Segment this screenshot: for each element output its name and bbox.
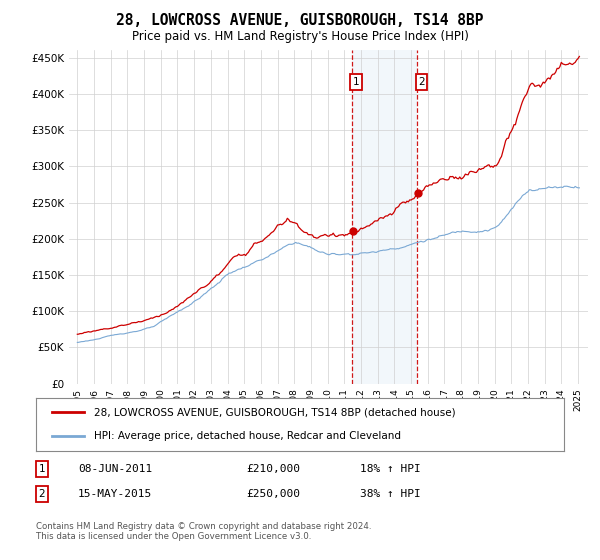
Text: £210,000: £210,000	[246, 464, 300, 474]
Text: 2: 2	[418, 77, 425, 87]
Text: 38% ↑ HPI: 38% ↑ HPI	[360, 489, 421, 499]
Text: 28, LOWCROSS AVENUE, GUISBOROUGH, TS14 8BP: 28, LOWCROSS AVENUE, GUISBOROUGH, TS14 8…	[116, 13, 484, 29]
Text: Price paid vs. HM Land Registry's House Price Index (HPI): Price paid vs. HM Land Registry's House …	[131, 30, 469, 43]
Text: 1: 1	[353, 77, 359, 87]
Text: 1: 1	[38, 464, 46, 474]
Text: £250,000: £250,000	[246, 489, 300, 499]
Text: 15-MAY-2015: 15-MAY-2015	[78, 489, 152, 499]
Text: 2: 2	[38, 489, 46, 499]
Bar	[352, 50, 417, 384]
Text: 18% ↑ HPI: 18% ↑ HPI	[360, 464, 421, 474]
Text: HPI: Average price, detached house, Redcar and Cleveland: HPI: Average price, detached house, Redc…	[94, 431, 401, 441]
Text: 28, LOWCROSS AVENUE, GUISBOROUGH, TS14 8BP (detached house): 28, LOWCROSS AVENUE, GUISBOROUGH, TS14 8…	[94, 408, 456, 418]
Text: Contains HM Land Registry data © Crown copyright and database right 2024.
This d: Contains HM Land Registry data © Crown c…	[36, 522, 371, 542]
Text: 08-JUN-2011: 08-JUN-2011	[78, 464, 152, 474]
